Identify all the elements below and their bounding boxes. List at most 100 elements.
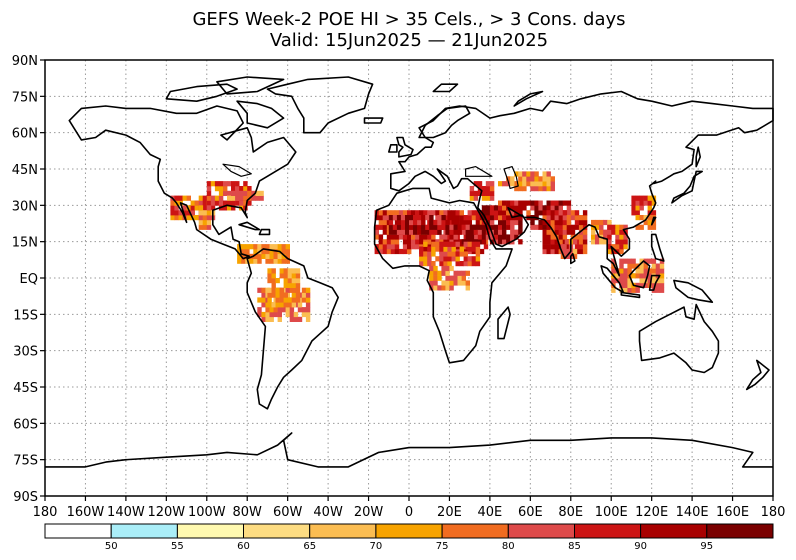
heat-cell [431,261,436,267]
heat-cell [415,210,420,216]
heat-cell [273,311,278,318]
heat-cell [550,186,555,192]
heat-cell [281,253,286,259]
heat-cell [210,181,216,187]
heat-cell [305,311,311,318]
heat-cell [639,258,644,264]
heat-cell [582,248,588,255]
heat-cell [269,258,274,264]
heat-cell [619,287,624,293]
heat-cell [419,256,424,262]
heat-cell [550,239,555,245]
heat-cell [257,311,262,318]
heat-cell [429,219,434,226]
heat-cell [429,215,434,221]
heat-cell [265,258,270,264]
heat-cell [566,215,572,221]
coastline-borneo [628,260,651,289]
heat-cell [449,224,454,230]
heat-cell [518,205,523,211]
heat-cell [431,251,436,257]
heat-cell [297,302,303,308]
heat-cell [382,239,388,245]
heat-cell [506,215,511,221]
heat-cell [285,244,290,250]
heat-cell [291,292,297,298]
heat-cell [651,210,657,216]
heat-cell [457,270,462,276]
colorbar-label: 65 [303,541,316,552]
heat-cell [265,316,270,322]
heat-cell [651,282,657,288]
heat-cell [435,256,440,262]
heat-cell [473,224,479,230]
heat-cell [435,241,440,247]
heat-cell [554,239,559,245]
heat-cell [574,219,580,226]
heat-cell [400,219,406,226]
heat-cell [489,181,495,187]
heat-cell [170,210,175,216]
heat-cell [623,234,628,240]
heat-cell [261,287,266,293]
heat-cell [374,229,379,235]
heat-cell [415,234,420,240]
heat-cell [639,195,644,201]
heat-cell [407,234,412,240]
heat-cell [277,307,282,313]
heat-cell [518,181,523,187]
heat-cell [178,215,183,221]
heat-cell [534,186,539,192]
heat-cell [409,229,414,235]
heat-cell [465,224,470,230]
heat-cell [455,215,460,221]
heat-cell [405,224,410,230]
heat-cell [449,285,454,291]
heat-cell [239,200,244,206]
heat-cell [447,246,452,252]
heat-cell [506,239,511,245]
heat-cell [449,275,454,281]
heat-cell [259,190,264,196]
colorbar-swatch [441,523,509,539]
heat-cell [574,244,580,250]
heat-cell [415,244,420,250]
heat-cell [206,200,212,206]
heat-cell [530,219,535,226]
heat-cell [489,234,495,240]
heat-cell [607,234,612,240]
heat-cell [206,224,212,230]
heat-cell [554,224,559,230]
heat-cell [481,190,487,196]
heat-cell [542,244,547,250]
heat-cell [514,205,519,211]
heat-cell [245,248,250,255]
heat-cell [396,229,402,235]
heat-cell [619,258,624,264]
heat-cell [655,263,661,269]
heat-cell [493,205,499,211]
heat-cell [443,261,448,267]
heat-cell [530,224,535,230]
lat-tick-label: EQ [20,272,38,287]
heat-cell [477,229,483,235]
heat-cell [427,234,432,240]
heat-cell [277,311,282,318]
heat-cell [564,248,570,255]
coastline-java [620,291,641,299]
heat-cell [550,229,555,235]
heat-cell [433,270,438,276]
heat-cell [267,297,272,303]
heat-cell [619,224,624,230]
heat-cell [481,186,487,192]
heat-cell [287,282,293,288]
heat-cell [558,215,563,221]
heat-cell [206,210,212,216]
heat-cell [235,186,240,192]
heat-cell [265,253,270,259]
heat-cell [542,210,547,216]
heat-cell [241,244,246,250]
heat-cell [394,239,400,245]
lat-tick-label: 15N [12,236,38,251]
heat-cell [534,181,539,187]
